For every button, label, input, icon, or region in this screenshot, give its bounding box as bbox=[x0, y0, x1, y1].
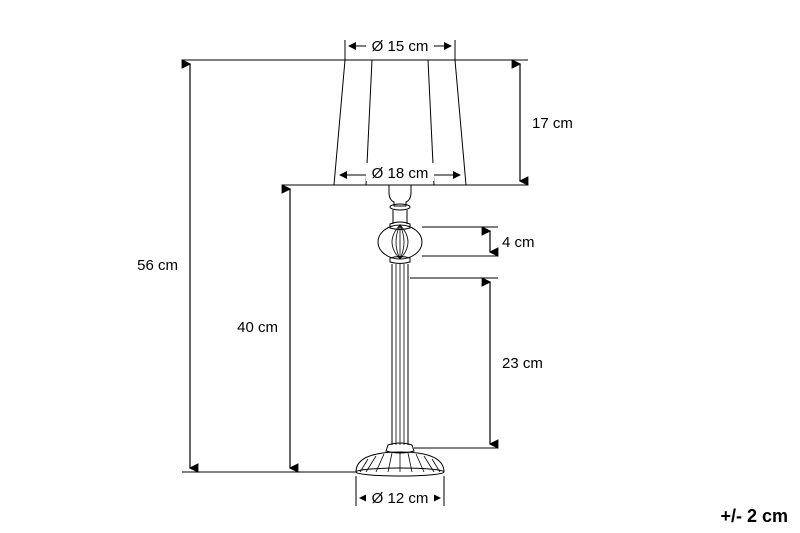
ornament bbox=[378, 225, 422, 259]
label-stem-lower: 23 cm bbox=[502, 355, 543, 372]
label-shade-bot-dia: Ø 18 cm bbox=[372, 165, 429, 182]
tolerance-label: +/- 2 cm bbox=[720, 506, 788, 526]
dim-stem-lower: 23 cm bbox=[410, 278, 543, 448]
dim-stem-height: 40 cm bbox=[237, 185, 356, 472]
lamp-dimension-diagram: Ø 15 cm Ø 18 cm 17 cm 4 cm 23 cm 40 cm bbox=[0, 0, 800, 533]
dim-shade-height: 17 cm bbox=[455, 60, 573, 185]
label-shade-top-dia: Ø 15 cm bbox=[372, 38, 429, 55]
dim-shade-bot-dia: Ø 18 cm bbox=[340, 163, 460, 182]
dim-total-height: 56 cm bbox=[137, 60, 345, 472]
label-stem-height: 40 cm bbox=[237, 319, 278, 336]
label-total-height: 56 cm bbox=[137, 257, 178, 274]
label-ornament-height: 4 cm bbox=[502, 234, 535, 251]
lamp-outline bbox=[334, 60, 466, 476]
base bbox=[356, 452, 444, 476]
dim-ornament-height: 4 cm bbox=[422, 227, 535, 256]
label-base-dia: Ø 12 cm bbox=[372, 490, 429, 507]
label-shade-height: 17 cm bbox=[532, 115, 573, 132]
stem bbox=[392, 264, 408, 445]
dim-base-dia: Ø 12 cm bbox=[356, 476, 444, 507]
dim-shade-top-dia: Ø 15 cm bbox=[345, 36, 455, 60]
socket-outline bbox=[389, 185, 411, 206]
